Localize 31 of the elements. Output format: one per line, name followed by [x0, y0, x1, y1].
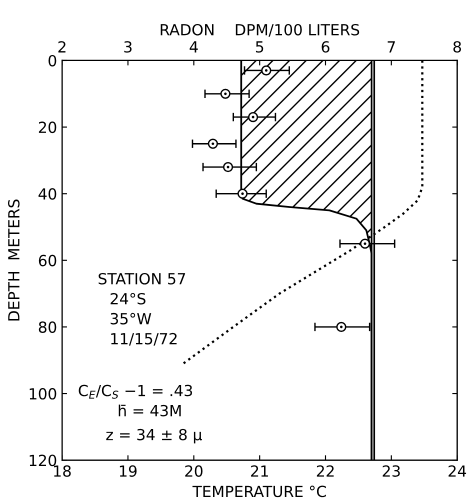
annotation: STATION 57: [98, 272, 186, 285]
x2-tick-label: 7: [388, 41, 395, 52]
annotation: 24°S: [110, 292, 146, 304]
x-tick-label: 19: [120, 465, 137, 477]
x2-axis-title: RADON DPM/100 LITERS: [160, 24, 360, 37]
x-tick-label: 23: [382, 465, 400, 477]
x2-tick-label: 3: [124, 41, 132, 53]
y-tick-label: 20: [38, 122, 56, 134]
x-tick-label: 24: [448, 465, 466, 477]
annotation: h̄ = 43M: [118, 404, 181, 416]
x-tick-label: 21: [251, 465, 268, 477]
y-axis-title: DEPTH METERS: [8, 200, 20, 320]
x2-tick-label: 6: [322, 41, 330, 53]
x-axis-title: TEMPERATURE °C: [192, 486, 326, 498]
annotation: 35°W: [110, 312, 152, 324]
x-tick-label: 22: [316, 465, 334, 477]
x-tick-label: 18: [54, 465, 71, 477]
y-tick-label: 100: [30, 388, 56, 400]
annotation: C$_{E}$/C$_{S}$ −1 = .43: [78, 384, 192, 399]
y-tick-label: 80: [38, 321, 56, 333]
x2-tick-label: 8: [453, 41, 462, 53]
x2-tick-label: 4: [190, 41, 198, 52]
y-tick-label: 60: [38, 254, 56, 266]
x2-tick-label: 5: [256, 41, 264, 53]
x2-tick-label: 2: [58, 41, 66, 52]
y-tick-label: 40: [38, 188, 56, 200]
annotation: 11/15/72: [111, 332, 177, 346]
x-tick-label: 20: [185, 465, 203, 477]
y-tick-label: 120: [30, 454, 56, 466]
y-tick-label: 0: [48, 54, 56, 66]
annotation: z = 34 ± 8 μ: [106, 428, 202, 444]
